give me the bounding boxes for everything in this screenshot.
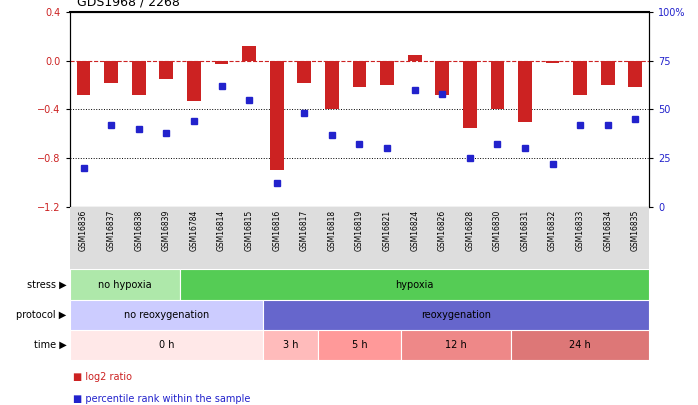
Bar	[511, 330, 649, 360]
Bar	[242, 46, 256, 61]
Text: GSM16815: GSM16815	[244, 210, 253, 251]
Text: hypoxia: hypoxia	[396, 279, 434, 290]
Text: GSM16831: GSM16831	[521, 210, 530, 251]
Text: GSM16826: GSM16826	[438, 210, 447, 251]
Bar	[352, 61, 366, 87]
Bar	[436, 61, 449, 95]
Text: 3 h: 3 h	[283, 340, 298, 350]
Text: time ▶: time ▶	[34, 340, 66, 350]
Text: 12 h: 12 h	[445, 340, 467, 350]
Bar	[77, 61, 91, 95]
Text: GSM16835: GSM16835	[631, 210, 640, 251]
Bar	[263, 300, 649, 330]
Bar	[70, 269, 180, 300]
Text: 5 h: 5 h	[352, 340, 367, 350]
Bar	[325, 61, 339, 109]
Bar	[518, 61, 532, 122]
Bar	[628, 61, 642, 87]
Text: GSM16837: GSM16837	[107, 210, 116, 251]
Text: GSM16824: GSM16824	[410, 210, 419, 251]
Bar	[263, 330, 318, 360]
Text: no reoxygenation: no reoxygenation	[124, 310, 209, 320]
Text: GSM16839: GSM16839	[162, 210, 171, 251]
Bar	[546, 61, 560, 63]
Text: GSM16821: GSM16821	[383, 210, 392, 251]
Bar	[401, 330, 511, 360]
Text: GSM16818: GSM16818	[327, 210, 336, 251]
Text: GSM16830: GSM16830	[493, 210, 502, 251]
Text: reoxygenation: reoxygenation	[421, 310, 491, 320]
Text: GSM16814: GSM16814	[217, 210, 226, 251]
Text: ■ percentile rank within the sample: ■ percentile rank within the sample	[73, 394, 251, 404]
Text: GSM16828: GSM16828	[466, 210, 475, 251]
Text: protocol ▶: protocol ▶	[16, 310, 66, 320]
Bar	[573, 61, 587, 95]
Bar	[408, 55, 422, 61]
Text: GDS1968 / 2268: GDS1968 / 2268	[77, 0, 179, 8]
Text: ■ log2 ratio: ■ log2 ratio	[73, 372, 133, 382]
Text: GSM16838: GSM16838	[134, 210, 143, 251]
Text: stress ▶: stress ▶	[27, 279, 66, 290]
Bar	[463, 61, 477, 128]
Bar	[180, 269, 649, 300]
Bar	[70, 330, 263, 360]
Text: GSM16834: GSM16834	[603, 210, 612, 251]
Bar	[159, 61, 173, 79]
Bar	[104, 61, 118, 83]
Bar	[380, 61, 394, 85]
Bar	[187, 61, 201, 101]
Bar	[601, 61, 615, 85]
Bar	[297, 61, 311, 83]
Text: GSM16817: GSM16817	[300, 210, 309, 251]
Text: no hypoxia: no hypoxia	[98, 279, 151, 290]
Bar	[270, 61, 283, 170]
Bar	[70, 300, 263, 330]
Text: 24 h: 24 h	[570, 340, 591, 350]
Bar	[215, 61, 228, 64]
Text: 0 h: 0 h	[158, 340, 174, 350]
Text: GSM16819: GSM16819	[355, 210, 364, 251]
Bar	[318, 330, 401, 360]
Text: GSM16832: GSM16832	[548, 210, 557, 251]
Text: GSM16836: GSM16836	[79, 210, 88, 251]
Text: GSM16833: GSM16833	[576, 210, 585, 251]
Text: GSM16784: GSM16784	[189, 210, 198, 251]
Text: GSM16816: GSM16816	[272, 210, 281, 251]
Bar	[132, 61, 146, 95]
Bar	[491, 61, 504, 109]
